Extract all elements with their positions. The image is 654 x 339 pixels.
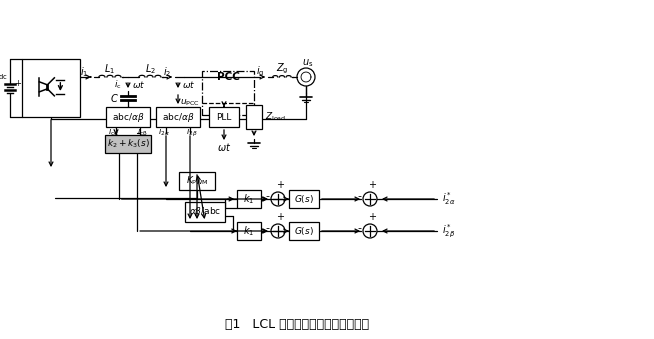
Bar — [179, 172, 215, 190]
Text: $\alpha\beta$/abc: $\alpha\beta$/abc — [189, 205, 221, 219]
Text: $u_{\rm s}$: $u_{\rm s}$ — [302, 57, 314, 69]
Text: $\omega t$: $\omega t$ — [217, 141, 231, 153]
Bar — [246, 105, 262, 129]
Text: PCC: PCC — [216, 72, 239, 82]
Text: +: + — [276, 180, 284, 190]
Text: $i_{2\alpha}$: $i_{2\alpha}$ — [158, 126, 170, 138]
Text: $G(s)$: $G(s)$ — [294, 225, 314, 237]
Text: +: + — [276, 212, 284, 222]
Bar — [237, 222, 261, 240]
Text: $i_{\rm c}$: $i_{\rm c}$ — [114, 79, 122, 91]
Text: $Z_{\rm load}$: $Z_{\rm load}$ — [265, 111, 286, 123]
Text: $i_{2\alpha}^*$: $i_{2\alpha}^*$ — [442, 191, 455, 207]
Text: +: + — [368, 180, 376, 190]
Text: $k_1$: $k_1$ — [243, 192, 254, 206]
Text: abc/$\alpha\beta$: abc/$\alpha\beta$ — [112, 111, 145, 123]
Text: $u_{\rm PCC}$: $u_{\rm PCC}$ — [180, 98, 200, 108]
Bar — [105, 135, 151, 153]
Text: $i_{\rm c\alpha}$: $i_{\rm c\alpha}$ — [109, 126, 120, 138]
Text: $L_1$: $L_1$ — [105, 62, 116, 76]
Text: -: - — [357, 223, 361, 233]
Text: $K_{\rm PWM}$: $K_{\rm PWM}$ — [186, 175, 209, 187]
Text: $Z_{\rm g}$: $Z_{\rm g}$ — [276, 62, 288, 76]
Text: -: - — [357, 191, 361, 201]
Bar — [289, 190, 319, 208]
Bar — [209, 107, 239, 127]
Text: $i_{2\beta}$: $i_{2\beta}$ — [186, 125, 198, 139]
Bar — [156, 107, 200, 127]
Text: 图1   LCL 型三相逆变器并网电路拓扑: 图1 LCL 型三相逆变器并网电路拓扑 — [225, 318, 369, 331]
Text: +: + — [368, 212, 376, 222]
Text: $L_2$: $L_2$ — [145, 62, 156, 76]
Text: $i_{2\beta}^*$: $i_{2\beta}^*$ — [442, 222, 455, 240]
Text: $C$: $C$ — [111, 92, 119, 104]
Bar — [22, 59, 80, 117]
Text: $G(s)$: $G(s)$ — [294, 193, 314, 205]
Text: $i_2$: $i_2$ — [163, 65, 171, 79]
Text: PLL: PLL — [216, 113, 232, 121]
Text: -: - — [265, 223, 269, 233]
Bar — [237, 190, 261, 208]
Bar — [106, 107, 150, 127]
Text: -: - — [265, 191, 269, 201]
Text: $u_{\rm dc}$: $u_{\rm dc}$ — [0, 70, 8, 82]
Text: $\omega t$: $\omega t$ — [182, 80, 196, 91]
Bar — [185, 202, 225, 222]
Text: $i_{\rm g}$: $i_{\rm g}$ — [256, 65, 264, 79]
Text: +: + — [14, 80, 22, 88]
Bar — [289, 222, 319, 240]
Text: abc/$\alpha\beta$: abc/$\alpha\beta$ — [162, 111, 194, 123]
Text: $k_2+k_3(s)$: $k_2+k_3(s)$ — [107, 138, 150, 150]
Text: $i_1$: $i_1$ — [80, 65, 88, 79]
Bar — [202, 71, 254, 115]
Text: $\omega t$: $\omega t$ — [132, 80, 145, 91]
Text: $k_1$: $k_1$ — [243, 224, 254, 238]
Text: $i_{\rm c\beta}$: $i_{\rm c\beta}$ — [137, 125, 147, 139]
